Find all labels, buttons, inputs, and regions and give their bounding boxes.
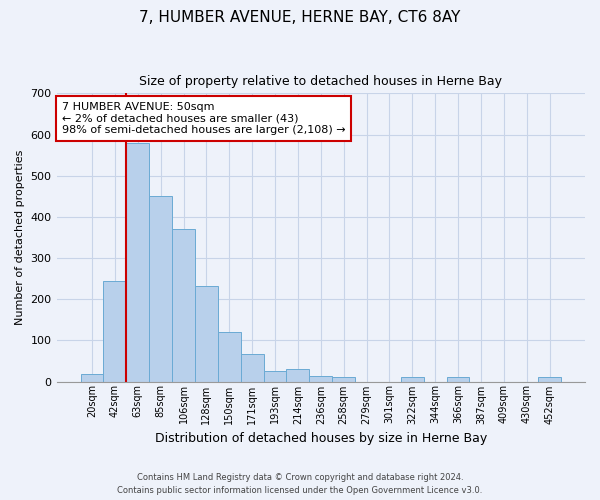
Bar bbox=[332, 378, 355, 382]
Bar bbox=[446, 378, 469, 382]
Bar bbox=[103, 280, 127, 382]
Title: Size of property relative to detached houses in Herne Bay: Size of property relative to detached ho… bbox=[139, 75, 502, 88]
Bar bbox=[263, 371, 286, 382]
X-axis label: Distribution of detached houses by size in Herne Bay: Distribution of detached houses by size … bbox=[155, 432, 487, 445]
Bar bbox=[310, 376, 332, 382]
Text: 7, HUMBER AVENUE, HERNE BAY, CT6 8AY: 7, HUMBER AVENUE, HERNE BAY, CT6 8AY bbox=[139, 10, 461, 25]
Bar bbox=[401, 378, 424, 382]
Bar bbox=[149, 196, 172, 382]
Bar bbox=[127, 142, 149, 382]
Bar bbox=[80, 374, 103, 382]
Bar bbox=[218, 332, 241, 382]
Bar bbox=[172, 229, 195, 382]
Bar bbox=[286, 369, 310, 382]
Text: 7 HUMBER AVENUE: 50sqm
← 2% of detached houses are smaller (43)
98% of semi-deta: 7 HUMBER AVENUE: 50sqm ← 2% of detached … bbox=[62, 102, 346, 135]
Text: Contains HM Land Registry data © Crown copyright and database right 2024.
Contai: Contains HM Land Registry data © Crown c… bbox=[118, 473, 482, 495]
Bar bbox=[538, 378, 561, 382]
Bar bbox=[195, 286, 218, 382]
Y-axis label: Number of detached properties: Number of detached properties bbox=[15, 150, 25, 325]
Bar bbox=[241, 354, 263, 382]
